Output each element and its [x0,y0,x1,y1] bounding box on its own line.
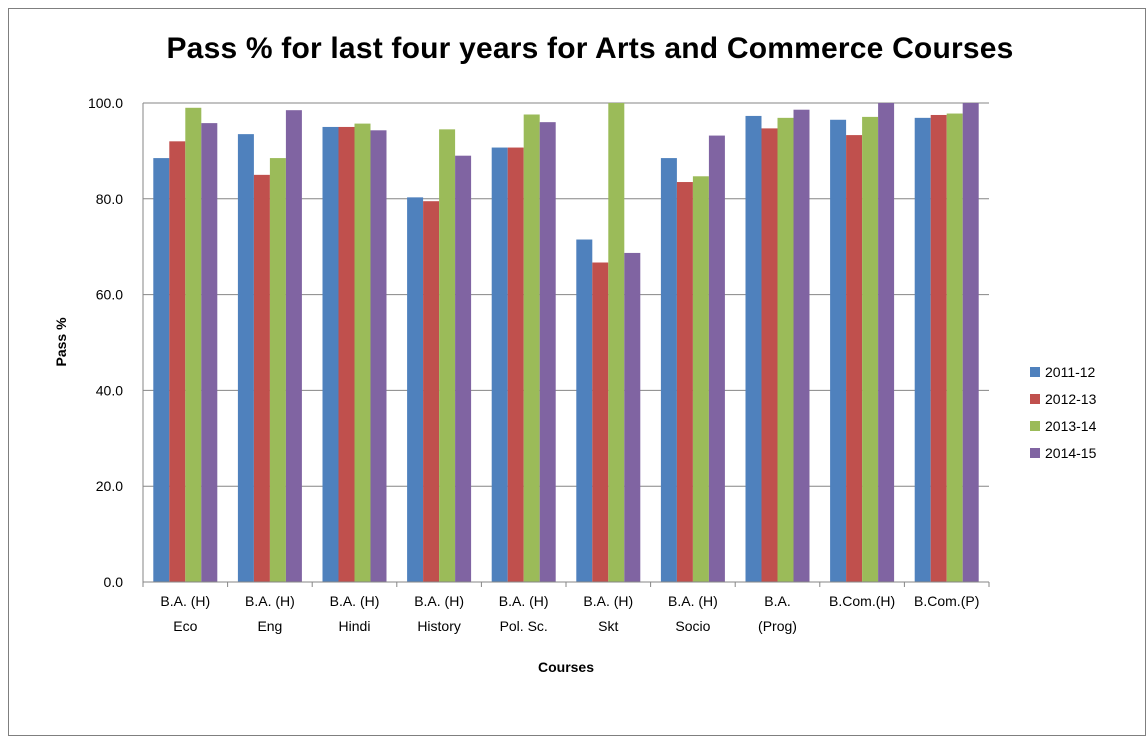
bar [370,130,387,583]
bar [745,115,762,583]
y-axis-title: Pass % [53,317,69,367]
bar [793,109,810,583]
bar [423,201,440,582]
x-tick-label: (Prog) [758,618,797,634]
bar [576,239,593,582]
x-tick-label: B.A. (H) [414,593,464,609]
bar [946,113,963,583]
bar [407,197,424,582]
bar [777,117,794,582]
x-tick-label: Socio [675,618,710,634]
bar [338,126,355,582]
legend-swatch [1030,367,1040,377]
bar [962,103,979,582]
bar [269,158,286,582]
bar [914,117,931,582]
y-tick-label: 60.0 [96,287,123,303]
bar [153,158,170,582]
legend-swatch [1030,421,1040,431]
chart-title: Pass % for last four years for Arts and … [166,32,1014,65]
x-tick-label: B.A. (H) [499,593,549,609]
x-tick-label: B.A. (H) [245,593,295,609]
x-tick-label: History [417,618,461,634]
legend: 2011-12 2012-13 2013-14 2014-15 [1030,364,1097,461]
bar [830,119,847,582]
bar [660,158,677,582]
x-tick-label: B.A. [764,593,790,609]
x-tick-label: B.Com.(P) [914,593,979,609]
y-tick-label: 0.0 [104,574,124,590]
bar [201,123,218,583]
bar [624,252,641,582]
x-tick-label: B.A. (H) [160,593,210,609]
x-axis-title: Courses [538,659,594,675]
legend-label: 2012-13 [1045,391,1097,407]
bar [253,174,270,582]
bar [878,103,895,582]
bar [455,155,472,582]
x-tick-label: Eng [257,618,282,634]
legend-swatch [1030,448,1040,458]
bar [761,128,778,582]
bar [507,147,524,582]
x-tick-label: B.A. (H) [668,593,718,609]
legend-label: 2014-15 [1045,445,1097,461]
legend-swatch [1030,394,1040,404]
y-tick-label: 20.0 [96,478,123,494]
x-tick-label: B.A. (H) [583,593,633,609]
bar [237,134,254,582]
x-tick-label: B.A. (H) [330,593,380,609]
bar [592,262,609,582]
y-tick-label: 80.0 [96,191,123,207]
x-tick-label: Pol. Sc. [500,618,548,634]
y-tick-label: 40.0 [96,382,123,398]
bar [676,182,693,582]
bar-series [153,103,979,583]
legend-label: 2011-12 [1045,364,1096,380]
x-tick-label: Eco [173,618,197,634]
bar [608,103,625,582]
x-tick-label: Skt [598,618,618,634]
bar [439,129,456,582]
bar [862,116,879,583]
y-tick-label: 100.0 [88,95,123,111]
x-tick-labels: B.A. (H) Eco B.A. (H) Eng B.A. (H) Hindi B.A. … [160,593,979,634]
bar [930,114,947,582]
bar [185,107,202,582]
bar [322,126,339,582]
bar [846,135,863,582]
bar [354,123,371,583]
bar [169,141,186,582]
bar [692,176,709,583]
bar [708,135,725,582]
y-tick-labels: 0.0 20.0 40.0 60.0 80.0 100.0 [88,95,123,590]
legend-label: 2013-14 [1045,418,1097,434]
bar [285,110,302,582]
x-tick-label: B.Com.(H) [829,593,895,609]
bar [523,114,540,582]
bar [539,122,556,582]
bar [491,147,508,582]
axes [142,103,990,587]
x-tick-label: Hindi [339,618,371,634]
